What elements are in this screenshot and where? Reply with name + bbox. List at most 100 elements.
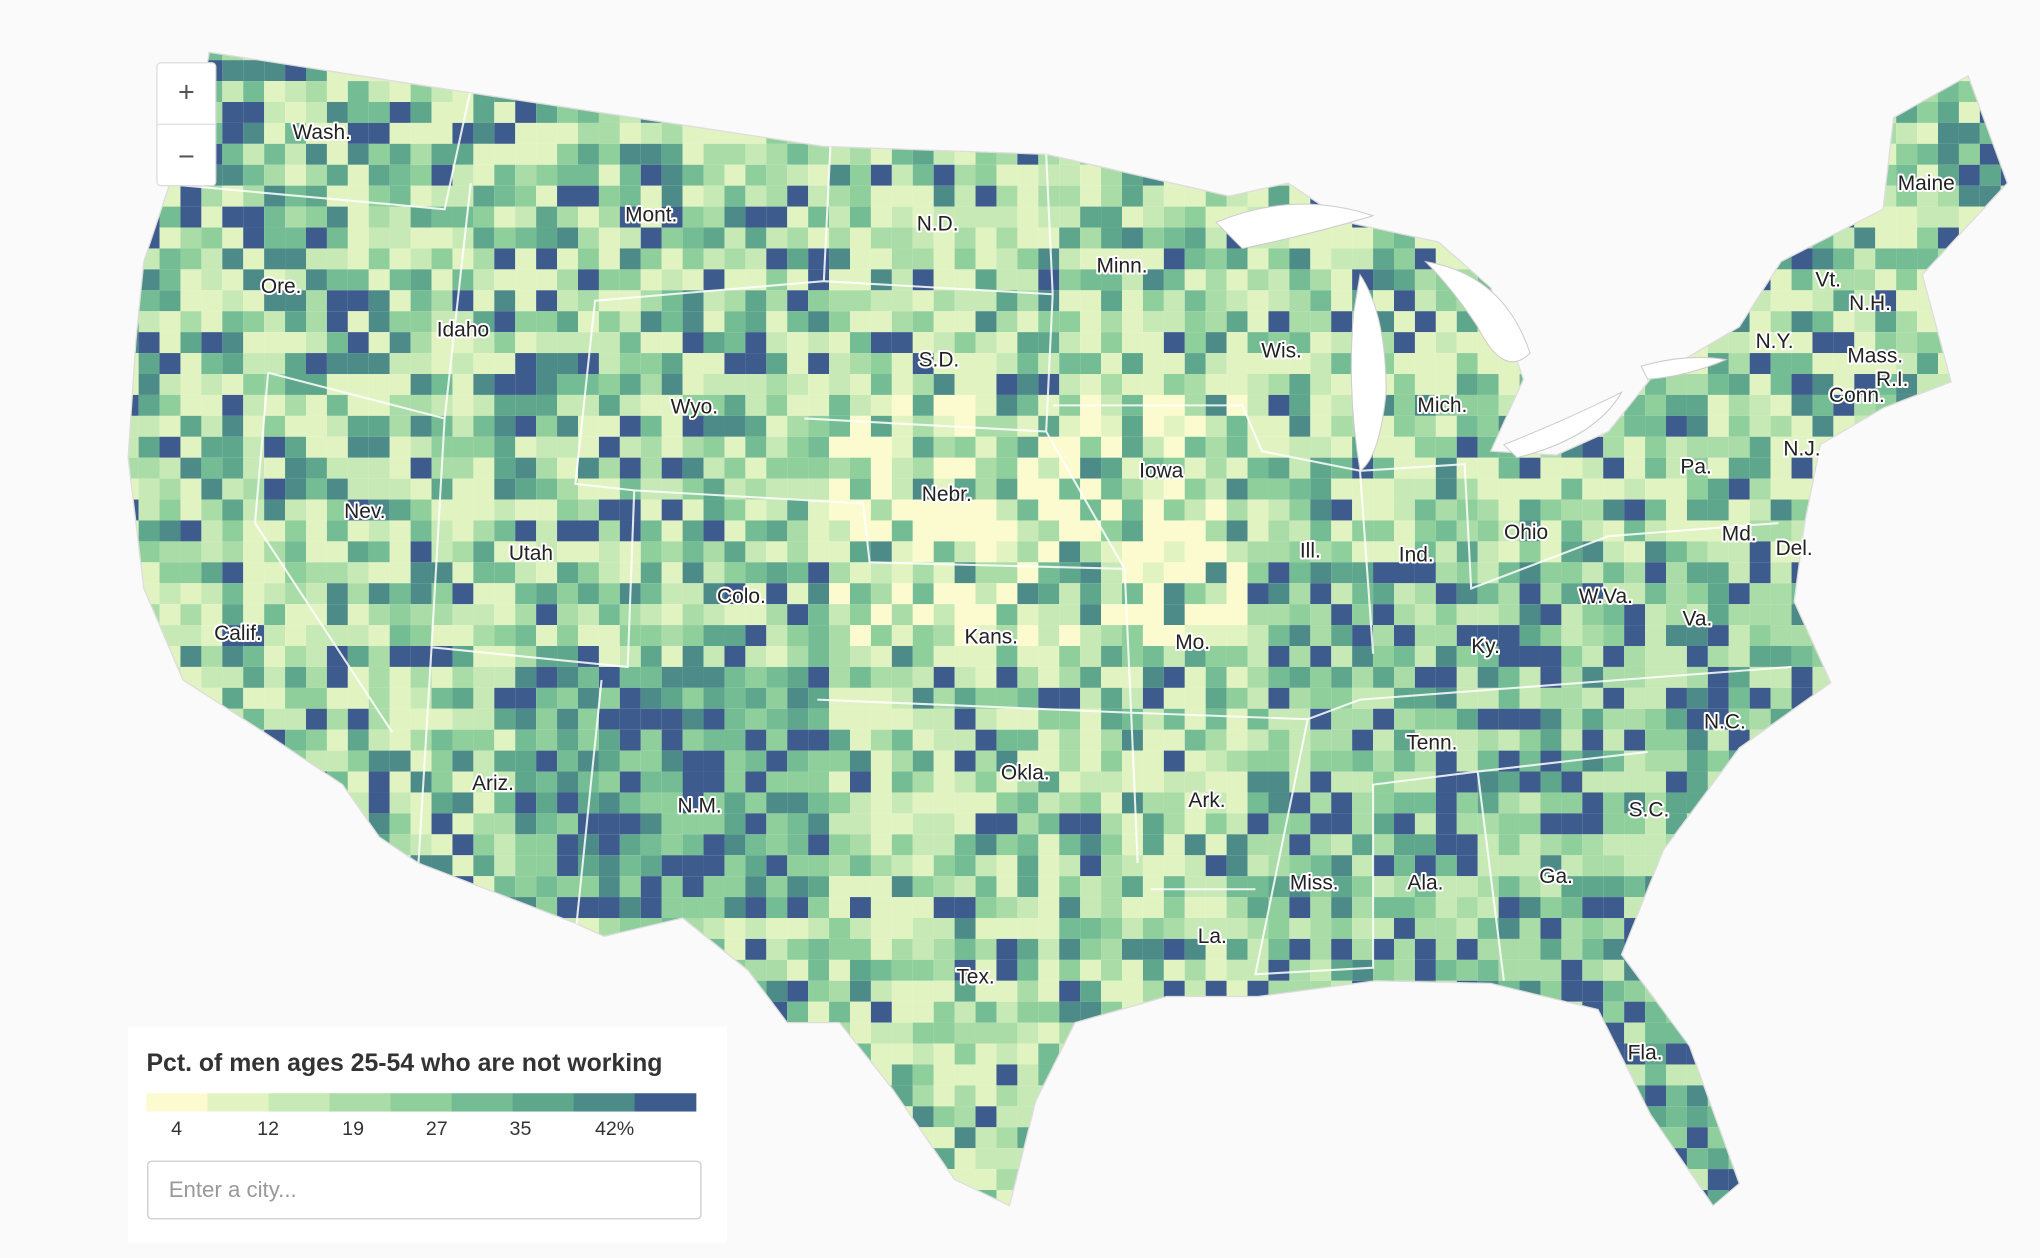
county-cell	[1038, 290, 1060, 312]
county-cell	[1310, 415, 1332, 437]
county-cell	[1791, 646, 1813, 667]
county-cell	[682, 290, 704, 312]
county-cell	[1896, 374, 1918, 395]
county-cell	[1184, 750, 1206, 772]
county-cell	[1624, 646, 1646, 667]
county-cell	[912, 436, 934, 458]
county-cell	[724, 687, 746, 709]
county-cell	[619, 771, 641, 793]
county-cell	[138, 290, 160, 312]
county-cell	[1582, 834, 1604, 856]
county-cell	[1686, 604, 1708, 626]
county-cell	[578, 122, 599, 144]
county-cell	[682, 415, 704, 437]
county-cell	[1414, 520, 1436, 542]
county-cell	[1184, 248, 1206, 270]
county-cell	[1917, 164, 1939, 186]
county-cell	[1205, 311, 1227, 333]
county-cell	[243, 520, 265, 542]
county-cell	[1582, 792, 1604, 814]
county-cell	[1122, 562, 1143, 584]
county-cell	[1561, 541, 1583, 563]
county-cell	[870, 415, 892, 437]
county-cell	[1645, 1085, 1667, 1107]
county-cell	[1477, 646, 1499, 667]
county-cell	[829, 583, 851, 605]
county-cell	[1352, 855, 1374, 877]
county-cell	[1498, 374, 1520, 395]
county-cell	[452, 499, 474, 521]
county-cell	[808, 499, 830, 521]
county-cell	[326, 562, 348, 584]
county-cell	[578, 687, 599, 709]
county-cell	[1519, 897, 1541, 919]
county-cell	[410, 436, 432, 458]
county-cell	[452, 834, 474, 856]
county-cell	[1226, 855, 1248, 877]
county-cell	[724, 855, 746, 877]
county-cell	[1142, 980, 1164, 1002]
county-cell	[431, 792, 453, 814]
county-cell	[180, 374, 202, 395]
county-cell	[1122, 206, 1143, 228]
county-cell	[724, 583, 746, 605]
county-cell	[473, 164, 495, 186]
county-cell	[661, 897, 683, 919]
county-cell	[1226, 687, 1248, 709]
county-cell	[1624, 499, 1646, 521]
county-cell	[1142, 604, 1164, 626]
county-cell	[1875, 353, 1897, 375]
county-cell	[933, 583, 955, 605]
county-cell	[850, 792, 871, 814]
county-cell	[1645, 750, 1667, 772]
county-cell	[1059, 415, 1081, 437]
county-cell	[829, 771, 851, 793]
county-cell	[598, 269, 620, 291]
county-cell	[326, 248, 348, 270]
county-cell	[264, 478, 286, 500]
county-cell	[661, 185, 683, 207]
county-cell	[494, 771, 516, 793]
county-cell	[933, 771, 955, 793]
county-cell	[557, 604, 579, 626]
county-cell	[640, 206, 662, 228]
county-cell	[1101, 666, 1123, 688]
county-cell	[1958, 143, 1980, 165]
county-cell	[410, 185, 432, 207]
county-cell	[1352, 562, 1374, 584]
county-cell	[222, 332, 244, 354]
county-cell	[1142, 813, 1164, 835]
county-cell	[557, 499, 579, 521]
county-cell	[306, 185, 327, 207]
county-cell	[159, 290, 181, 312]
county-cell	[1059, 248, 1081, 270]
county-cell	[996, 478, 1018, 500]
county-cell	[1163, 332, 1185, 354]
county-cell	[766, 269, 788, 291]
county-cell	[1561, 771, 1583, 793]
county-cell	[264, 164, 286, 186]
county-cell	[1770, 646, 1792, 667]
county-cell	[1477, 771, 1499, 793]
county-cell	[1017, 1001, 1039, 1023]
county-cell	[1142, 415, 1164, 437]
county-cell	[326, 708, 348, 730]
county-cell	[996, 687, 1018, 709]
county-cell	[1226, 520, 1248, 542]
county-cell	[1394, 415, 1415, 437]
county-cell	[661, 143, 683, 165]
county-cell	[431, 311, 453, 333]
county-cell	[222, 143, 244, 165]
county-cell	[1184, 206, 1206, 228]
county-cell	[285, 227, 307, 249]
county-cell	[243, 164, 265, 186]
county-cell	[1142, 478, 1164, 500]
county-cell	[1540, 562, 1562, 584]
county-cell	[661, 478, 683, 500]
county-cell	[1624, 729, 1646, 751]
county-cell	[326, 206, 348, 228]
county-cell	[1875, 311, 1897, 333]
county-cell	[912, 1085, 934, 1107]
county-cell	[578, 625, 599, 647]
county-cell	[975, 206, 997, 228]
